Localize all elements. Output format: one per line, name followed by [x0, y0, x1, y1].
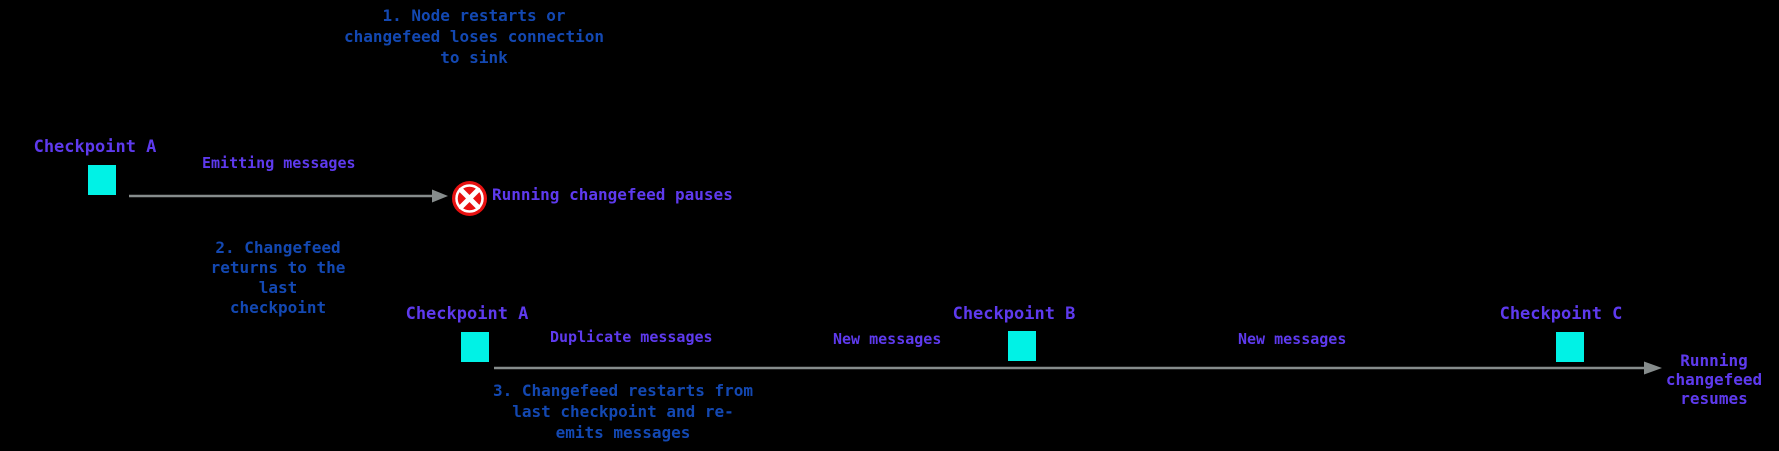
- checkpoint-b-label: Checkpoint B: [952, 304, 1076, 324]
- new-messages-label-2: New messages: [1238, 330, 1347, 348]
- checkpoint-b-marker: [1008, 331, 1036, 361]
- emitting-messages-label: Emitting messages: [202, 154, 356, 172]
- timeline2-arrow: [494, 361, 1662, 375]
- checkpoint-a-label: Checkpoint A: [33, 137, 157, 157]
- step-2-note: 2. Changefeed returns to the last checkp…: [210, 238, 346, 317]
- checkpoint-c-marker: [1556, 332, 1584, 362]
- timeline1-arrow: [129, 189, 448, 203]
- checkpoint-a2-marker: [461, 332, 489, 362]
- checkpoint-c-label: Checkpoint C: [1499, 304, 1623, 324]
- running-changefeed-pauses-label: Running changefeed pauses: [492, 185, 733, 204]
- checkpoint-a-marker: [88, 165, 116, 195]
- step-1-note: 1. Node restarts or changefeed loses con…: [343, 6, 605, 67]
- changefeed-paused-icon: [452, 181, 487, 216]
- duplicate-messages-label: Duplicate messages: [550, 328, 713, 346]
- running-changefeed-resumes-label: Running changefeed resumes: [1665, 351, 1763, 408]
- new-messages-label-1: New messages: [833, 330, 942, 348]
- step-3-note: 3. Changefeed restarts from last checkpo…: [492, 381, 754, 442]
- checkpoint-a2-label: Checkpoint A: [405, 304, 529, 324]
